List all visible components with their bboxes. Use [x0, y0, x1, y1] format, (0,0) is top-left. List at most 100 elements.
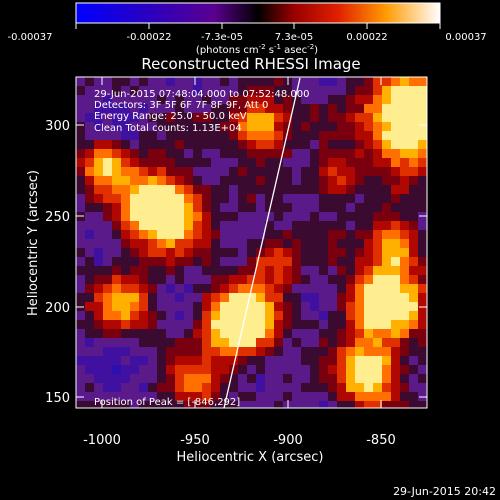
- image-pixel: [256, 176, 265, 185]
- image-pixel: [373, 311, 382, 320]
- image-pixel: [121, 86, 130, 95]
- image-pixel: [211, 77, 220, 86]
- image-pixel: [283, 95, 292, 104]
- image-pixel: [400, 239, 409, 248]
- image-pixel: [346, 77, 355, 86]
- image-pixel: [202, 230, 211, 239]
- image-pixel: [355, 320, 364, 329]
- image-pixel: [76, 221, 85, 230]
- image-pixel: [220, 203, 229, 212]
- image-pixel: [355, 329, 364, 338]
- image-pixel: [400, 374, 409, 383]
- image-pixel: [373, 248, 382, 257]
- image-pixel: [265, 122, 274, 131]
- image-pixel: [130, 212, 139, 221]
- image-pixel: [130, 131, 139, 140]
- image-pixel: [409, 194, 418, 203]
- image-pixel: [238, 302, 247, 311]
- image-pixel: [211, 158, 220, 167]
- image-pixel: [319, 329, 328, 338]
- image-pixel: [139, 230, 148, 239]
- image-pixel: [211, 230, 220, 239]
- image-pixel: [319, 212, 328, 221]
- image-pixel: [229, 122, 238, 131]
- image-pixel: [337, 95, 346, 104]
- image-pixel: [256, 293, 265, 302]
- image-pixel: [175, 122, 184, 131]
- image-pixel: [139, 257, 148, 266]
- image-pixel: [337, 158, 346, 167]
- image-pixel: [112, 311, 121, 320]
- image-pixel: [184, 167, 193, 176]
- image-pixel: [328, 167, 337, 176]
- image-pixel: [184, 374, 193, 383]
- image-pixel: [220, 212, 229, 221]
- image-pixel: [391, 347, 400, 356]
- image-pixel: [148, 257, 157, 266]
- image-pixel: [211, 365, 220, 374]
- image-pixel: [94, 338, 103, 347]
- image-pixel: [184, 86, 193, 95]
- colorbar-tick-5: 0.00022: [346, 32, 387, 43]
- image-pixel: [193, 383, 202, 392]
- image-pixel: [220, 392, 229, 401]
- image-pixel: [346, 293, 355, 302]
- image-pixel: [310, 158, 319, 167]
- image-pixel: [256, 266, 265, 275]
- image-pixel: [229, 131, 238, 140]
- image-pixel: [247, 239, 256, 248]
- image-pixel: [301, 266, 310, 275]
- image-pixel: [265, 203, 274, 212]
- image-pixel: [355, 221, 364, 230]
- image-pixel: [355, 284, 364, 293]
- image-pixel: [247, 392, 256, 401]
- image-pixel: [229, 257, 238, 266]
- image-pixel: [121, 257, 130, 266]
- image-pixel: [139, 221, 148, 230]
- image-pixel: [328, 239, 337, 248]
- image-pixel: [148, 320, 157, 329]
- image-pixel: [400, 185, 409, 194]
- image-pixel: [139, 131, 148, 140]
- image-pixel: [301, 284, 310, 293]
- image-pixel: [148, 356, 157, 365]
- image-pixel: [238, 401, 247, 408]
- image-pixel: [103, 140, 112, 149]
- image-pixel: [220, 158, 229, 167]
- image-pixel: [166, 77, 175, 86]
- image-pixel: [418, 77, 427, 86]
- image-pixel: [328, 392, 337, 401]
- image-pixel: [247, 122, 256, 131]
- image-pixel: [283, 392, 292, 401]
- image-pixel: [229, 221, 238, 230]
- image-pixel: [301, 86, 310, 95]
- image-pixel: [121, 338, 130, 347]
- image-pixel: [220, 365, 229, 374]
- image-pixel: [310, 230, 319, 239]
- image-pixel: [409, 383, 418, 392]
- image-pixel: [355, 140, 364, 149]
- image-pixel: [346, 239, 355, 248]
- image-pixel: [373, 284, 382, 293]
- image-pixel: [328, 212, 337, 221]
- image-pixel: [211, 122, 220, 131]
- colorbar-unit-label: (photons cm-2 s-1 asec-2): [196, 43, 318, 56]
- image-pixel: [94, 329, 103, 338]
- image-pixel: [184, 383, 193, 392]
- image-pixel: [229, 149, 238, 158]
- image-pixel: [364, 392, 373, 401]
- image-pixel: [400, 401, 409, 408]
- image-pixel: [301, 311, 310, 320]
- image-pixel: [292, 194, 301, 203]
- image-pixel: [148, 113, 157, 122]
- image-pixel: [301, 230, 310, 239]
- image-pixel: [400, 365, 409, 374]
- image-pixel: [94, 122, 103, 131]
- image-pixel: [166, 122, 175, 131]
- image-pixel: [418, 203, 427, 212]
- image-pixel: [202, 122, 211, 131]
- image-pixel: [85, 167, 94, 176]
- image-pixel: [265, 392, 274, 401]
- image-pixel: [220, 122, 229, 131]
- image-pixel: [247, 293, 256, 302]
